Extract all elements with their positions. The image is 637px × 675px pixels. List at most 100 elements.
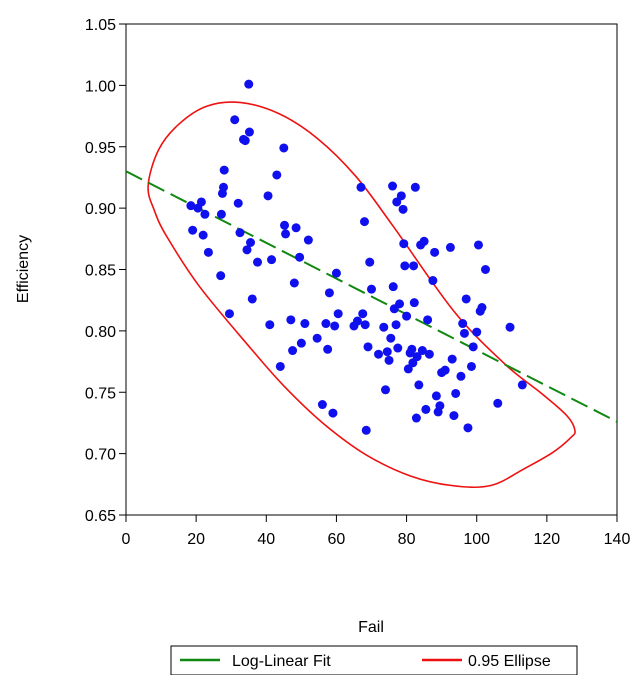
- data-point: [246, 237, 256, 247]
- x-tick-label: 120: [534, 531, 561, 548]
- data-point: [388, 181, 398, 191]
- data-point: [247, 294, 257, 304]
- data-point: [399, 239, 409, 249]
- y-tick-label: 0.70: [85, 447, 116, 464]
- data-point: [517, 380, 527, 390]
- data-point: [468, 342, 478, 352]
- data-point: [196, 197, 206, 207]
- data-point: [321, 319, 331, 329]
- data-point: [296, 338, 306, 348]
- y-tick-label: 1.00: [85, 78, 116, 95]
- data-point: [379, 322, 389, 332]
- data-point: [451, 388, 461, 398]
- data-point: [363, 342, 373, 352]
- confidence-ellipse: [147, 101, 576, 489]
- data-point: [198, 230, 208, 240]
- data-point: [382, 347, 392, 357]
- data-point: [466, 361, 476, 371]
- data-point: [303, 235, 313, 245]
- data-point: [424, 349, 434, 359]
- data-point: [279, 143, 289, 153]
- data-point: [203, 247, 213, 257]
- data-point: [445, 242, 455, 252]
- legend-fit-label: Log-Linear Fit: [232, 653, 331, 670]
- data-point: [328, 408, 338, 418]
- x-tick-label: 0: [122, 531, 131, 548]
- data-point: [333, 309, 343, 319]
- data-point: [288, 346, 298, 356]
- data-point: [244, 79, 254, 89]
- data-point: [428, 276, 438, 286]
- plot-frame: [125, 23, 618, 516]
- data-point: [411, 413, 421, 423]
- data-point: [384, 355, 394, 365]
- data-point: [402, 311, 412, 321]
- data-point: [216, 271, 226, 281]
- data-point: [300, 319, 310, 329]
- data-point: [480, 265, 490, 274]
- data-point: [253, 257, 263, 267]
- data-point: [396, 191, 406, 201]
- data-point: [409, 298, 419, 308]
- y-tick-label: 0.95: [85, 140, 116, 157]
- data-point: [240, 136, 250, 146]
- data-point: [186, 201, 196, 211]
- x-tick-label: 80: [398, 531, 416, 548]
- data-point: [472, 327, 482, 337]
- data-point: [407, 344, 417, 354]
- x-tick-label: 20: [187, 531, 205, 548]
- data-point: [410, 182, 420, 192]
- data-point: [440, 365, 450, 375]
- data-point: [447, 354, 457, 364]
- y-tick-label: 0.65: [85, 508, 116, 525]
- data-point: [398, 204, 408, 214]
- data-point: [365, 257, 375, 267]
- data-point: [188, 225, 198, 235]
- data-point: [409, 261, 419, 271]
- data-point: [477, 303, 487, 313]
- data-point: [493, 398, 503, 408]
- data-point: [219, 165, 229, 175]
- data-point: [233, 198, 243, 208]
- data-point: [361, 425, 371, 435]
- data-point: [289, 278, 299, 288]
- data-point: [456, 371, 466, 381]
- data-point: [295, 252, 305, 262]
- y-tick-label: 0.75: [85, 385, 116, 402]
- data-point: [291, 223, 301, 233]
- data-point: [265, 320, 275, 330]
- data-point: [403, 364, 413, 374]
- data-point: [330, 321, 340, 331]
- y-tick-label: 0.80: [85, 324, 116, 341]
- data-point: [421, 404, 431, 414]
- data-point: [360, 320, 370, 330]
- data-point: [473, 240, 483, 250]
- y-tick-label: 0.85: [85, 263, 116, 280]
- data-point: [235, 228, 245, 238]
- data-point: [352, 316, 362, 326]
- data-point: [400, 261, 410, 271]
- data-point: [216, 209, 226, 219]
- data-point: [395, 299, 405, 309]
- data-point: [358, 309, 368, 319]
- data-point: [356, 182, 366, 192]
- data-point: [200, 209, 210, 219]
- data-point: [391, 320, 401, 330]
- data-point: [414, 380, 424, 390]
- data-point: [275, 361, 285, 371]
- data-point: [242, 245, 252, 255]
- data-point: [218, 182, 228, 192]
- data-point: [423, 315, 433, 325]
- data-point: [331, 268, 341, 278]
- data-point: [435, 401, 445, 411]
- data-point: [461, 294, 471, 304]
- data-point: [244, 127, 254, 137]
- y-axis-title: Efficiency: [15, 235, 32, 303]
- data-point: [224, 309, 234, 319]
- x-tick-label: 140: [604, 531, 631, 548]
- data-point: [281, 229, 291, 239]
- data-point: [419, 236, 429, 246]
- data-point: [230, 115, 240, 125]
- data-point: [323, 344, 333, 354]
- data-point: [505, 322, 515, 332]
